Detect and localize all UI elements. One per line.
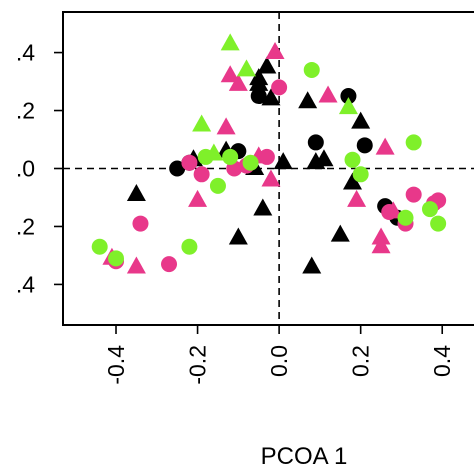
point-black-triangle [343, 172, 363, 190]
point-green-circle [352, 166, 369, 183]
point-pink-triangle [261, 169, 281, 187]
point-black-triangle [351, 111, 371, 129]
point-green-circle [344, 151, 361, 168]
point-black-triangle [298, 91, 318, 109]
point-pink-triangle [383, 201, 403, 219]
point-green-circle [91, 238, 108, 255]
point-green-triangle [204, 143, 224, 161]
x-tick-label: -0.4 [103, 345, 129, 385]
point-black-triangle [314, 149, 334, 167]
point-pink-triangle [188, 189, 208, 207]
point-pink-triangle [228, 73, 248, 91]
y-tick-label: .4 [16, 40, 35, 66]
point-black-triangle [126, 184, 146, 202]
point-black-triangle [273, 152, 293, 170]
point-green-triangle [220, 33, 240, 51]
point-pink-circle [405, 186, 422, 203]
point-pink-triangle [371, 227, 391, 245]
x-tick-label: 0.4 [429, 345, 455, 377]
x-tick-label: 0.2 [348, 345, 374, 377]
point-green-circle [421, 201, 438, 218]
y-axis: .4 .2 .0 .2 .4 [16, 40, 63, 297]
point-pink-triangle [220, 65, 240, 83]
point-green-circle [108, 250, 125, 267]
point-green-circle [222, 148, 239, 165]
y-tick-label: .4 [16, 271, 35, 297]
point-green-triangle [338, 97, 358, 115]
point-black-circle [307, 134, 324, 151]
point-green-circle [405, 134, 422, 151]
point-pink-triangle [375, 137, 395, 155]
point-green-circle [242, 154, 259, 171]
point-pink-circle [193, 166, 210, 183]
point-pink-triangle [318, 85, 338, 103]
point-black-triangle [330, 224, 350, 242]
point-black-triangle [261, 88, 281, 106]
point-pink-triangle [371, 236, 391, 254]
x-tick-label: -0.2 [185, 345, 211, 385]
point-black-circle [340, 88, 357, 105]
point-black-triangle [302, 256, 322, 274]
point-green-circle [209, 177, 226, 194]
point-green-circle [303, 61, 320, 78]
point-green-circle [397, 209, 414, 226]
point-pink-circle [132, 215, 149, 232]
point-pink-circle [181, 154, 198, 171]
point-black-circle [356, 137, 373, 154]
y-tick-label: .2 [16, 98, 35, 124]
point-black-circle [250, 88, 267, 105]
point-pink-circle [161, 256, 178, 273]
y-tick-label: .0 [16, 156, 35, 182]
point-green-triangle [236, 59, 256, 77]
point-black-circle [169, 160, 186, 177]
point-green-triangle [192, 114, 212, 132]
x-axis: -0.4 -0.2 0.0 0.2 0.4 [103, 325, 455, 385]
data-points [91, 33, 447, 274]
y-tick-label: .2 [16, 213, 35, 239]
point-green-circle [181, 238, 198, 255]
x-tick-label: 0.0 [266, 345, 292, 377]
point-pink-triangle [216, 117, 236, 135]
point-black-triangle [257, 56, 277, 74]
point-pink-triangle [126, 256, 146, 274]
point-black-triangle [228, 227, 248, 245]
point-black-triangle [253, 198, 273, 216]
point-green-circle [430, 215, 447, 232]
point-black-triangle [249, 68, 269, 86]
point-pink-triangle [265, 42, 285, 60]
point-pink-triangle [347, 189, 367, 207]
x-axis-label: PCOA 1 [261, 443, 348, 470]
point-pink-circle [271, 79, 288, 96]
